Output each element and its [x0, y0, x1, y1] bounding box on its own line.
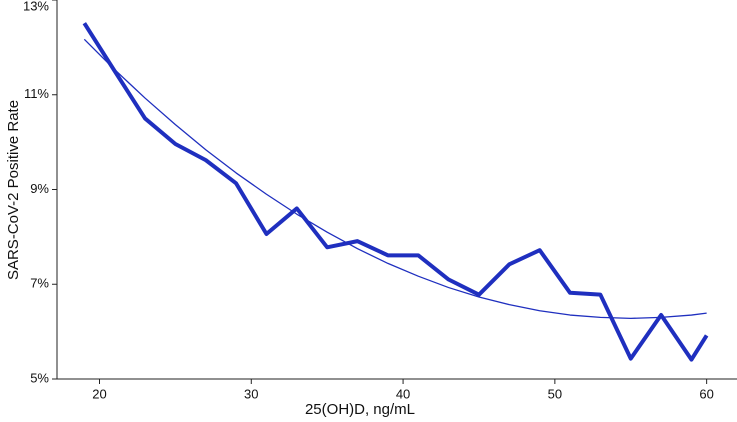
- x-tick-label: 50: [548, 386, 562, 401]
- x-tick-label: 20: [92, 386, 106, 401]
- y-tick-label: 5%: [30, 370, 49, 385]
- line: [82, 22, 709, 362]
- y-tick-label: 9%: [30, 181, 49, 196]
- x-tick-label: 40: [396, 386, 410, 401]
- x-axis-label: 25(OH)D, ng/mL: [305, 401, 415, 418]
- x-tick-label: 60: [699, 386, 713, 401]
- line: [83, 38, 707, 320]
- y-tick-label: 11%: [24, 86, 49, 101]
- y-axis-label: SARS-CoV-2 Positive Rate: [5, 100, 22, 280]
- y-tick-label: 13%: [23, 0, 49, 13]
- y-tick-label: 7%: [30, 276, 49, 291]
- x-tick-label: 30: [244, 386, 258, 401]
